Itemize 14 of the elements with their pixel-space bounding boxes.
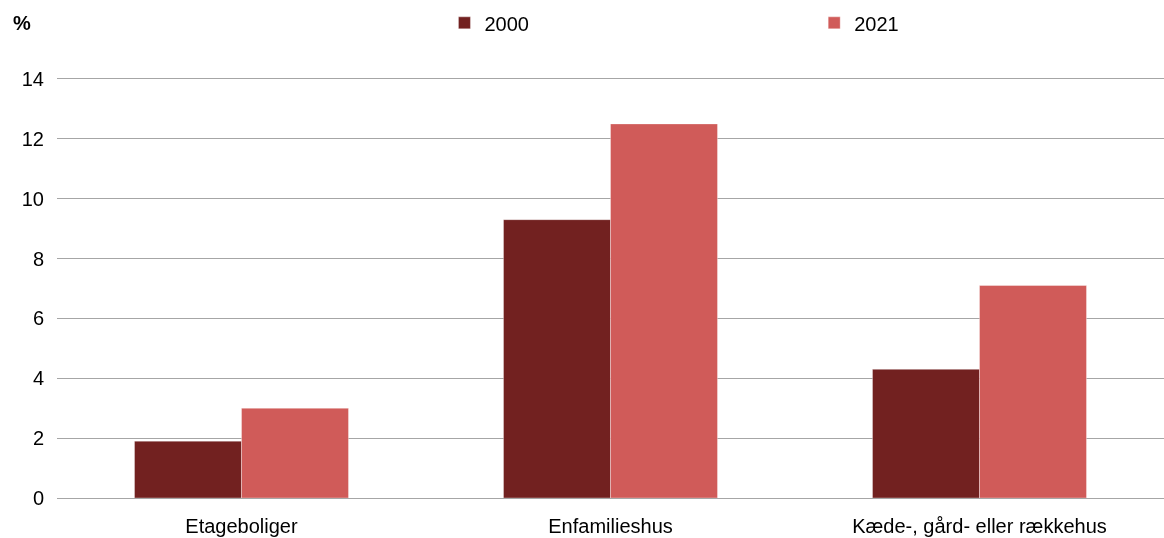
y-tick-label: 10 [21,187,44,210]
y-tick-label: 14 [21,68,44,90]
y-tick-label: 8 [32,247,44,270]
y-axis-title: % [13,12,31,34]
x-tick-label: Enfamilieshus [548,515,673,537]
y-tick-label: 12 [21,127,44,150]
x-tick-label: Etageboliger [185,515,298,537]
legend-label: 2021 [854,12,899,35]
legend-label: 2000 [484,12,529,35]
y-tick-label: 4 [32,367,44,390]
y-tick-label: 0 [32,487,44,509]
y-tick-label: 6 [32,307,44,330]
x-tick-label: Kæde-, gård- eller rækkehus [852,515,1107,537]
y-tick-label: 2 [32,427,44,450]
